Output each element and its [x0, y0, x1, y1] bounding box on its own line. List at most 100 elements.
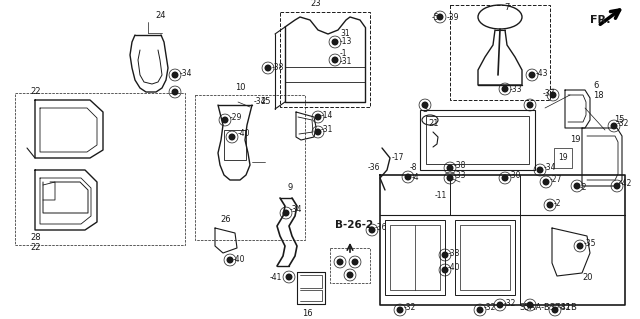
Text: 22: 22	[30, 243, 40, 253]
Circle shape	[337, 258, 344, 265]
Text: -8: -8	[410, 162, 417, 172]
Text: 23: 23	[310, 0, 321, 9]
Text: -38: -38	[448, 249, 460, 257]
Circle shape	[611, 122, 618, 130]
Text: B-26-2: B-26-2	[335, 220, 373, 230]
Bar	[554, 148, 572, 168]
Text: S5AA-B3741B: S5AA-B3741B	[520, 303, 578, 313]
Text: -29: -29	[230, 113, 243, 122]
Text: -17: -17	[392, 153, 404, 162]
Circle shape	[447, 165, 454, 172]
Text: -42: -42	[620, 180, 632, 189]
Bar	[385, 220, 445, 295]
Text: -33: -33	[510, 85, 522, 93]
Text: -43: -43	[536, 69, 548, 78]
Circle shape	[332, 39, 339, 46]
Circle shape	[543, 179, 550, 186]
Text: -31: -31	[340, 57, 353, 66]
Text: 26: 26	[220, 216, 230, 225]
Circle shape	[228, 133, 236, 140]
Text: -14: -14	[321, 110, 333, 120]
Text: 19: 19	[570, 136, 580, 145]
Text: 18: 18	[593, 91, 604, 100]
Circle shape	[436, 13, 444, 20]
Text: 19: 19	[558, 153, 568, 162]
Circle shape	[346, 271, 353, 278]
Text: -40: -40	[448, 263, 461, 272]
Text: 7: 7	[504, 4, 509, 12]
Text: -34: -34	[544, 164, 557, 173]
Text: -1: -1	[340, 49, 348, 58]
Circle shape	[351, 258, 358, 265]
Circle shape	[502, 85, 509, 93]
Circle shape	[573, 182, 580, 189]
Text: 21: 21	[428, 120, 438, 129]
Text: -33: -33	[454, 172, 467, 181]
Bar	[390, 225, 440, 290]
Bar	[330, 248, 370, 283]
Text: -36: -36	[368, 162, 381, 172]
Text: 24: 24	[155, 11, 166, 19]
Circle shape	[497, 301, 504, 308]
Circle shape	[172, 88, 179, 95]
Text: -31: -31	[321, 125, 333, 135]
Text: -2: -2	[580, 183, 588, 192]
Text: 28: 28	[30, 234, 40, 242]
Circle shape	[527, 101, 534, 108]
Circle shape	[547, 202, 554, 209]
Text: -38: -38	[454, 161, 467, 170]
Text: 6: 6	[593, 80, 598, 90]
Circle shape	[502, 174, 509, 182]
Text: 25: 25	[260, 98, 271, 107]
Circle shape	[172, 71, 179, 78]
Text: 9: 9	[288, 183, 293, 192]
Text: -40: -40	[233, 256, 246, 264]
Bar	[280, 12, 370, 107]
Bar	[426, 116, 529, 164]
Circle shape	[614, 182, 621, 189]
Bar	[460, 225, 510, 290]
Circle shape	[442, 266, 449, 273]
Text: 15: 15	[614, 115, 625, 124]
Text: -11: -11	[435, 190, 447, 199]
Circle shape	[527, 301, 534, 308]
Bar	[195, 95, 305, 240]
Text: -34: -34	[180, 70, 193, 78]
Circle shape	[477, 307, 483, 314]
Circle shape	[221, 116, 228, 123]
Text: -37: -37	[543, 88, 556, 98]
Text: -27: -27	[550, 175, 563, 184]
Text: -35: -35	[584, 240, 596, 249]
Circle shape	[227, 256, 234, 263]
Circle shape	[397, 307, 403, 314]
Circle shape	[314, 114, 321, 121]
Text: -40: -40	[238, 130, 250, 138]
Text: 31: 31	[340, 29, 349, 39]
Bar	[455, 220, 515, 295]
Text: -36: -36	[375, 224, 387, 233]
Circle shape	[577, 242, 584, 249]
Circle shape	[447, 174, 454, 182]
Text: -41: -41	[269, 272, 282, 281]
Circle shape	[529, 71, 536, 78]
Bar	[15, 93, 185, 245]
Text: -5: -5	[432, 12, 440, 21]
Circle shape	[332, 56, 339, 63]
Text: -32: -32	[559, 303, 572, 313]
Text: -13: -13	[340, 38, 353, 47]
Text: -32: -32	[504, 299, 516, 308]
Circle shape	[536, 167, 543, 174]
Text: -2: -2	[554, 198, 561, 207]
Circle shape	[442, 251, 449, 258]
Text: FR.: FR.	[590, 15, 611, 25]
Circle shape	[282, 210, 289, 217]
Text: 3: 3	[422, 106, 428, 115]
Circle shape	[314, 129, 321, 136]
Bar	[420, 110, 535, 170]
Circle shape	[422, 101, 429, 108]
Circle shape	[369, 226, 376, 234]
Text: 22: 22	[30, 87, 40, 97]
Text: -30: -30	[509, 172, 522, 181]
Text: -4: -4	[412, 174, 420, 182]
Text: -34: -34	[290, 205, 303, 214]
